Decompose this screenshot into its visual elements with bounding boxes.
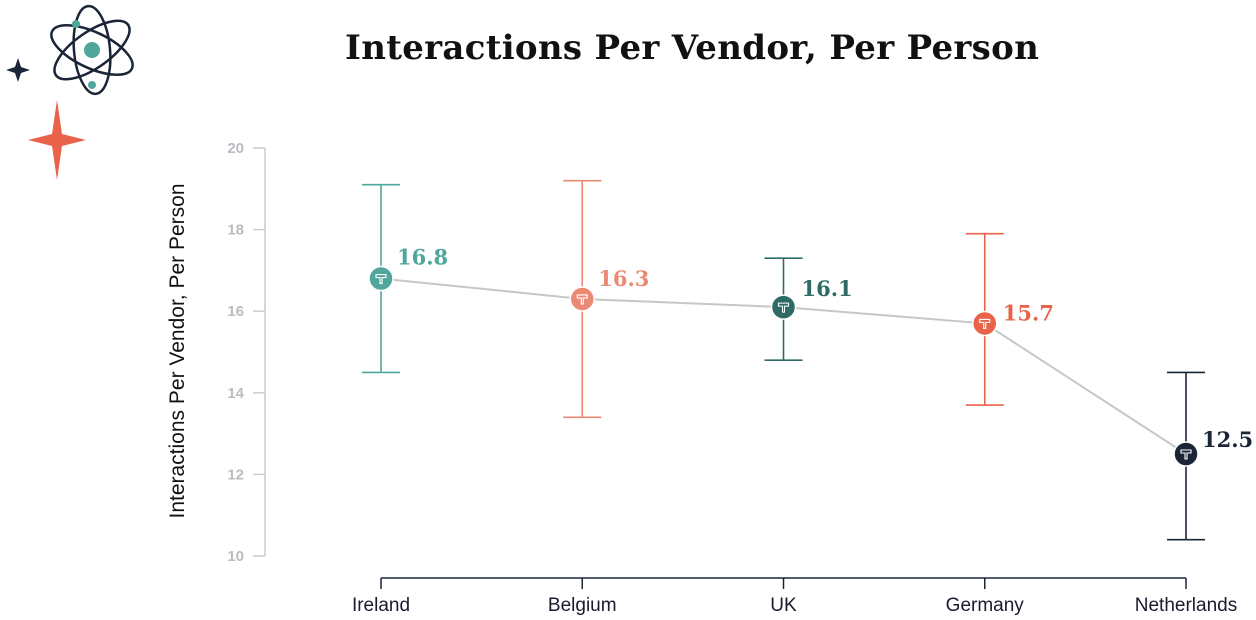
x-axis: Ireland Belgium UK Germany Netherlands xyxy=(352,577,1237,616)
data-label: 12.5 xyxy=(1202,427,1253,452)
sparkle-orange-icon xyxy=(28,100,86,180)
data-point xyxy=(1173,441,1199,467)
data-point xyxy=(368,265,394,292)
chart-title: Interactions Per Vendor, Per Person xyxy=(345,28,1040,68)
y-tick-label: 20 xyxy=(227,140,244,157)
x-tick-label: Netherlands xyxy=(1135,595,1237,616)
vendor-glyph-icon xyxy=(576,294,588,305)
y-axis: 10 12 14 16 18 20 xyxy=(227,140,266,565)
atom-orbit xyxy=(72,4,112,96)
data-label: 16.3 xyxy=(598,266,649,291)
vendor-glyph-icon xyxy=(979,318,991,329)
atom-icon xyxy=(50,4,134,96)
atom-nucleus xyxy=(84,42,100,58)
data-point xyxy=(770,294,797,320)
x-tick-label: Germany xyxy=(946,595,1025,616)
data-label: 16.1 xyxy=(802,276,853,301)
vendor-glyph-icon xyxy=(777,302,790,313)
data-point xyxy=(569,286,595,312)
x-tick-label: Belgium xyxy=(548,595,617,616)
data-points-layer xyxy=(368,265,1199,467)
error-bars-layer xyxy=(362,179,1205,541)
x-tick-label: Ireland xyxy=(352,595,410,616)
y-tick-label: 18 xyxy=(227,222,244,239)
y-tick-label: 12 xyxy=(227,466,244,483)
x-tick-label: UK xyxy=(770,595,797,616)
atom-orbit xyxy=(53,19,131,81)
y-tick-label: 10 xyxy=(227,548,244,565)
value-labels-layer: 16.8 16.3 16.1 15.7 12.5 xyxy=(397,245,1253,452)
atom-orbit xyxy=(50,24,134,76)
vendor-glyph-icon xyxy=(375,274,387,285)
data-label: 16.8 xyxy=(397,245,448,270)
data-point xyxy=(972,310,998,337)
atom-electron xyxy=(72,20,80,28)
vendor-glyph-icon xyxy=(1180,449,1192,460)
atom-electron xyxy=(88,81,96,89)
y-tick-label: 14 xyxy=(227,385,244,402)
data-label: 15.7 xyxy=(1003,300,1054,325)
y-axis-title: Interactions Per Vendor, Per Person xyxy=(166,183,189,518)
y-tick-label: 16 xyxy=(227,303,244,320)
sparkle-dark-icon xyxy=(6,58,30,82)
